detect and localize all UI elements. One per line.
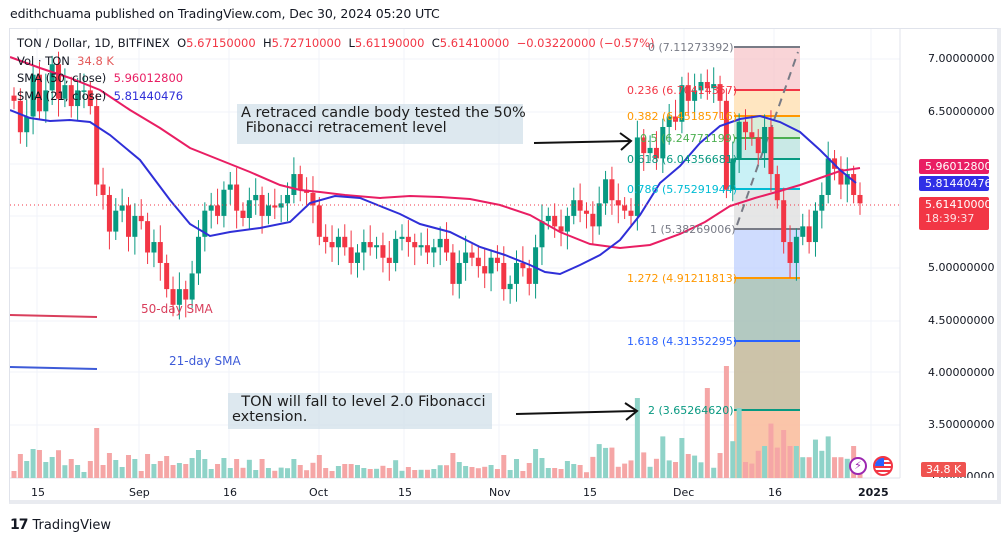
fib-label-0236: 0.236 (6.70414357) [627,84,738,97]
time-label: Nov [489,486,511,499]
sma-50-line[interactable] [10,56,861,250]
sma21-legend-line [10,366,98,370]
fib-label-05: 0.5 (6.24771199) [640,132,737,145]
time-label: Dec [673,486,695,499]
time-label: 16 [768,486,782,499]
low-value: 5.61190000 [354,36,425,50]
sma21-row[interactable]: SMA (21, close) 5.81440476 [17,88,184,103]
price-label: 3.50000000 [928,418,995,431]
price-label: 4.50000000 [928,314,995,327]
volume-value: 34.8 K [77,53,114,68]
price-label: 4.00000000 [928,366,995,379]
volume-tag: 34.8 K [921,462,967,477]
sma21-annotation-label: 21-day SMA [169,354,241,368]
time-label: 15 [398,486,412,499]
annotation-extension-note[interactable]: TON will fall to level 2.0 Fibonacci ext… [228,393,492,429]
close-value: 5.61410000 [439,36,510,50]
symbol-title[interactable]: TON / Dollar, 1D, BITFINEX [17,36,170,50]
sma50-row[interactable]: SMA (50, close) 5.96012800 [17,71,184,85]
volume-row[interactable]: Vol · TON 34.8 K [17,53,114,68]
fib-label-1272: 1.272 (4.91211813) [627,272,738,285]
fib-label-1618: 1.618 (4.31352295) [627,335,738,348]
symbol-ohlc-row: TON / Dollar, 1D, BITFINEX O5.67150000 H… [17,36,655,50]
price-label: 7.00000000 [928,52,995,65]
us-flag-event-icon[interactable] [873,456,893,476]
time-label: Oct [309,486,329,499]
fib-label-0786: 0.786 (5.75291944) [627,183,738,196]
bar-countdown: 18:39:37 [925,212,975,225]
time-label: 2025 [858,486,889,499]
sma50-annotation-label: 50-day SMA [141,302,213,316]
time-label: 16 [223,486,237,499]
sma50-legend-line [10,314,98,318]
time-label: Sep [129,486,150,499]
time-label: 15 [31,486,45,499]
arrow-annotation-bottom[interactable] [515,402,639,421]
price-label: 6.50000000 [928,105,995,118]
chart-legend: TON / Dollar, 1D, BITFINEX O5.67150000 H… [17,35,655,105]
fib-label-0618: 0.618 (6.04356681) [627,153,738,166]
fibonacci-retracement[interactable] [734,46,800,478]
fib-label-0: 0 (7.11273392) [648,41,734,54]
arrow-annotation-top[interactable] [533,132,633,151]
fib-label-1: 1 (5.38269006) [650,223,736,236]
fib-label-2: 2 (3.65264620) [648,404,734,417]
change-value: −0.03220000 (−0.57%) [516,36,655,50]
high-value: 5.72710000 [271,36,342,50]
price-chart[interactable] [10,29,1000,501]
chart-frame [9,28,1001,504]
lightning-event-icon[interactable]: ⚡ [849,457,867,475]
annotation-retracement-note[interactable]: A retraced candle body tested the 50% Fi… [237,104,526,144]
volume-bars [11,366,863,478]
tradingview-logo-icon: 17 [10,517,29,533]
sma21-price-tag: 5.81440476 [919,176,991,191]
open-value: 5.67150000 [186,36,256,50]
candlesticks [11,51,863,320]
time-label: 15 [583,486,597,499]
fib-label-0382: 0.382 (6.45185716) [627,110,738,123]
sma50-price-tag: 5.96012800 [919,159,991,174]
footer-brand[interactable]: 17 TradingView [10,517,112,533]
last-price-tag: 5.61410000 18:39:37 [919,197,991,230]
price-label: 5.00000000 [928,261,995,274]
sma21-value: 5.81440476 [113,88,184,103]
sma50-value: 5.96012800 [113,71,184,85]
sma-21-line[interactable] [10,109,857,276]
publish-info: edithchuama published on TradingView.com… [10,6,440,21]
